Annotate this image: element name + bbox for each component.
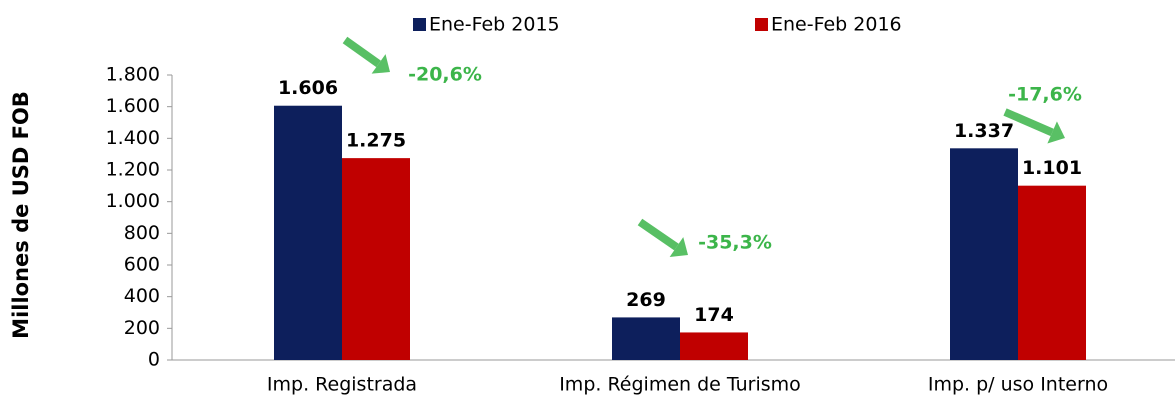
y-tick-label: 0: [148, 349, 160, 371]
y-axis-title: Millones de USD FOB: [9, 91, 33, 339]
y-tick-label: 1.600: [106, 95, 160, 117]
y-tick-label: 400: [124, 285, 160, 307]
y-tick-label: 600: [124, 254, 160, 276]
x-tick-label: Imp. p/ uso Interno: [928, 374, 1108, 396]
arrow-head: [371, 54, 390, 74]
value-label: 1.337: [954, 120, 1014, 142]
y-tick-label: 1.400: [106, 127, 160, 149]
bar: [342, 158, 410, 360]
y-tick-label: 1.000: [106, 190, 160, 212]
bar: [680, 332, 748, 360]
annotation: -20,6%: [408, 64, 482, 86]
bar: [612, 317, 680, 360]
x-tick-label: Imp. Régimen de Turismo: [559, 374, 801, 396]
arrow-shaft: [342, 36, 381, 68]
arrow-head: [669, 237, 688, 257]
value-label: 174: [694, 304, 734, 326]
y-tick-label: 800: [124, 222, 160, 244]
annotation: -17,6%: [1008, 84, 1082, 106]
y-tick-label: 1.800: [106, 64, 160, 86]
arrow-shaft: [1003, 108, 1054, 137]
y-tick-label: 1.200: [106, 159, 160, 181]
value-label: 1.275: [346, 130, 406, 152]
value-label: 1.101: [1022, 157, 1082, 179]
value-label: 1.606: [278, 77, 338, 99]
legend-swatch: [755, 18, 768, 31]
arrow-head: [1047, 121, 1065, 144]
bar: [274, 105, 342, 360]
bar: [1018, 185, 1086, 360]
annotation: -35,3%: [698, 232, 772, 254]
y-tick-label: 200: [124, 317, 160, 339]
arrow-shaft: [637, 218, 679, 251]
x-tick-label: Imp. Registrada: [267, 374, 417, 396]
bar: [950, 148, 1018, 360]
legend-swatch: [413, 18, 426, 31]
legend-label: Ene-Feb 2016: [771, 14, 902, 36]
legend-label: Ene-Feb 2015: [429, 14, 560, 36]
value-label: 269: [626, 289, 666, 311]
